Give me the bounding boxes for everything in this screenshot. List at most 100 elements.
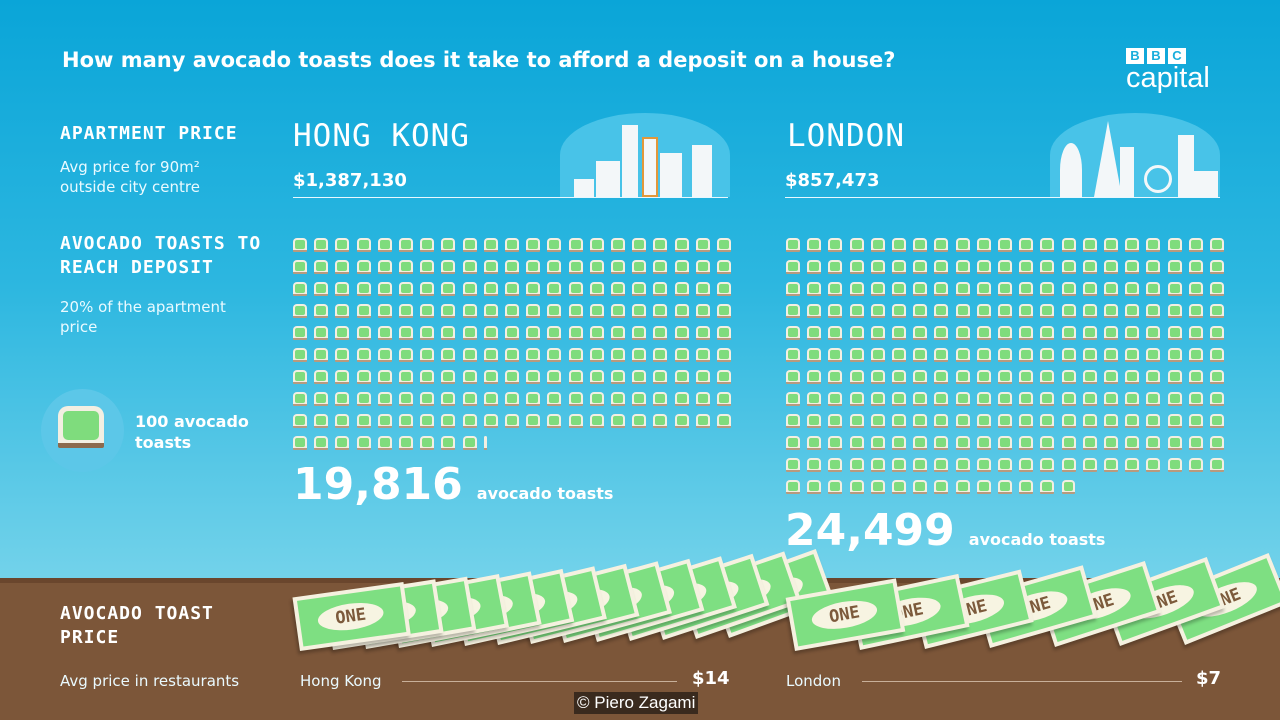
toast-icon — [976, 348, 991, 362]
toast-icon — [913, 348, 928, 362]
toast-icon — [828, 392, 843, 406]
toast-icon — [1210, 392, 1224, 406]
toast-icon — [998, 282, 1012, 296]
toast-icon — [1167, 414, 1182, 428]
toast-icon — [807, 370, 822, 384]
toast-icon — [934, 238, 949, 252]
toast-icon — [934, 282, 949, 296]
toast-icon — [807, 414, 822, 428]
toast-icon — [526, 260, 541, 274]
toast-icon — [441, 436, 456, 450]
toast-icon — [1040, 436, 1055, 450]
toast-icon — [547, 282, 562, 296]
toast-icon — [1125, 326, 1140, 340]
toast-icon — [1061, 392, 1076, 406]
toast-icon — [356, 282, 371, 296]
toast-icon — [828, 348, 843, 362]
toast-icon — [786, 392, 800, 406]
toasts-sub: 20% of the apartment price — [60, 298, 226, 336]
toast-icon — [483, 238, 498, 252]
toast-icon — [568, 238, 583, 252]
toast-icon — [377, 392, 392, 406]
toast-icon — [892, 304, 906, 318]
toast-icon — [1019, 238, 1034, 252]
toast-icon — [1019, 436, 1034, 450]
toast-icon — [293, 282, 307, 296]
toast-icon — [1040, 480, 1055, 494]
toast-icon — [786, 304, 800, 318]
toast-icon — [870, 458, 885, 472]
toast-icon — [870, 392, 885, 406]
toast-icon — [483, 370, 498, 384]
toast-icon — [976, 260, 991, 274]
toast-icon — [441, 348, 456, 362]
toast-icon — [653, 326, 668, 340]
toast-icon — [462, 282, 477, 296]
toast-icon — [892, 458, 906, 472]
toast-icon — [849, 414, 864, 428]
toast-icon — [1210, 458, 1224, 472]
toast-icon — [1019, 282, 1034, 296]
toast-icon — [1082, 348, 1097, 362]
toast-icon — [526, 348, 541, 362]
toast-icon — [1125, 348, 1140, 362]
toast-icon — [674, 326, 689, 340]
toast-icon — [589, 326, 604, 340]
toast-icon — [483, 326, 498, 340]
toast-icon — [653, 260, 668, 274]
toast-icon — [589, 260, 604, 274]
toast-icon — [1146, 304, 1161, 318]
toast-icon — [1146, 326, 1161, 340]
toast-icon — [526, 392, 541, 406]
toast-icon — [1104, 458, 1118, 472]
toast-icon — [786, 238, 800, 252]
toast-icon — [611, 326, 625, 340]
toast-icon — [1104, 414, 1118, 428]
toast-icon — [1167, 370, 1182, 384]
toast-icon — [1167, 348, 1182, 362]
toast-icon — [913, 326, 928, 340]
toast-icon — [717, 414, 731, 428]
toast-icon — [441, 260, 456, 274]
toast-icon — [828, 238, 843, 252]
toast-icon — [849, 370, 864, 384]
toast-icon — [1104, 348, 1118, 362]
toast-icon — [399, 414, 413, 428]
toast-icon — [1061, 282, 1076, 296]
toast-icon — [998, 436, 1012, 450]
toast-icon — [1146, 414, 1161, 428]
toast-icon — [786, 326, 800, 340]
toast-icon — [717, 260, 731, 274]
toast-icon — [1125, 436, 1140, 450]
toast-icon — [356, 348, 371, 362]
toast-icon — [1019, 304, 1034, 318]
toast-icon — [717, 348, 731, 362]
toast-icon — [377, 304, 392, 318]
toast-icon — [653, 370, 668, 384]
toast-icon — [483, 348, 498, 362]
toast-icon — [892, 238, 906, 252]
apartment-price-london: $857,473 — [785, 170, 880, 191]
toast-icon — [356, 304, 371, 318]
toast-icon — [807, 392, 822, 406]
toast-icon — [828, 326, 843, 340]
toast-icon — [611, 414, 625, 428]
toast-icon — [1040, 392, 1055, 406]
toast-icon — [1082, 304, 1097, 318]
toast-icon — [849, 480, 864, 494]
toast-icon — [314, 414, 329, 428]
toast-icon — [976, 392, 991, 406]
toast-icon — [934, 480, 949, 494]
toast-icon — [568, 370, 583, 384]
toast-icon — [314, 282, 329, 296]
toast-icon — [976, 480, 991, 494]
hong-kong-skyline-icon — [560, 113, 730, 197]
toast-icon — [1104, 392, 1118, 406]
toast-icon — [807, 260, 822, 274]
toast-icon — [807, 348, 822, 362]
toast-icon — [420, 304, 435, 318]
toast-icon — [611, 282, 625, 296]
toast-icon — [870, 436, 885, 450]
toast-icon — [1210, 326, 1224, 340]
toast-icon — [1082, 238, 1097, 252]
